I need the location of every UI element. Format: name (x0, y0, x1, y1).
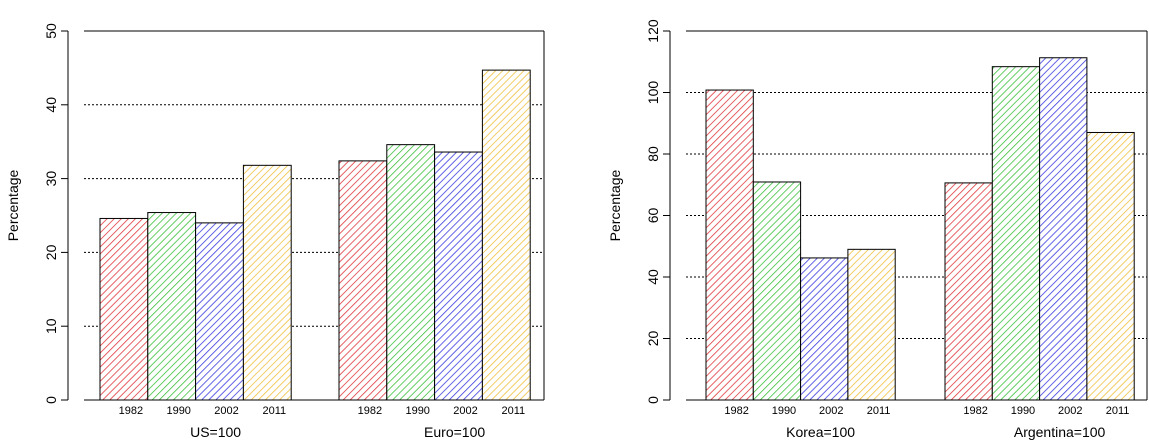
y-tick-label: 40 (43, 97, 59, 113)
y-tick-label: 60 (645, 208, 661, 224)
bar-1982-US=100 (99, 217, 149, 401)
bar-1982-Argentina=100 (944, 182, 993, 401)
category-label: 1990 (166, 405, 190, 417)
category-label: 1990 (405, 405, 429, 417)
category-label: 2011 (262, 405, 286, 417)
category-label: 1982 (963, 405, 987, 417)
y-tick-label: 30 (43, 171, 59, 187)
category-label: 1990 (772, 405, 796, 417)
category-label: 2011 (1106, 405, 1130, 417)
group-label: Argentina=100 (1014, 424, 1106, 440)
category-label: 2002 (453, 405, 477, 417)
bar-1990-Euro=100 (386, 144, 436, 401)
bar-2011-Euro=100 (481, 69, 531, 401)
bar-2002-US=100 (195, 222, 244, 401)
y-axis-title: Percentage (5, 169, 21, 241)
category-label: 1982 (358, 405, 382, 417)
bar-1990-US=100 (147, 212, 197, 401)
y-axis-title: Percentage (607, 169, 623, 241)
y-tick-label: 10 (43, 318, 59, 334)
bar-2011-Korea=100 (847, 248, 896, 401)
y-tick-label: 80 (645, 146, 661, 162)
category-label: 2002 (819, 405, 843, 417)
y-tick-label: 20 (645, 331, 661, 347)
y-tick-label: 40 (645, 269, 661, 285)
y-tick-label: 50 (43, 23, 59, 39)
bar-1982-Euro=100 (338, 160, 388, 401)
bar-1990-Korea=100 (752, 181, 802, 401)
chart-panel-right: 0 20 40 60 80 100 120 Percentage 1982 1990 2002 201… (607, 19, 1148, 440)
category-label: 2011 (867, 405, 891, 417)
group-label: Euro=100 (424, 424, 485, 440)
y-tick-label: 0 (645, 396, 661, 404)
bar-2011-US=100 (242, 164, 292, 401)
category-label: 1982 (119, 405, 143, 417)
category-label: 2002 (1058, 405, 1082, 417)
bar-2011-Argentina=100 (1086, 131, 1135, 401)
category-label: 2002 (214, 405, 238, 417)
bar-2002-Euro=100 (434, 151, 483, 401)
group-label: Korea=100 (786, 424, 855, 440)
category-label: 1990 (1011, 405, 1035, 417)
y-tick-label: 20 (43, 244, 59, 260)
y-tick-label: 100 (645, 81, 661, 105)
bar-2002-Korea=100 (800, 257, 849, 401)
y-tick-label: 120 (645, 19, 661, 43)
category-label: 1982 (724, 405, 748, 417)
category-label: 2011 (501, 405, 525, 417)
bar-2002-Argentina=100 (1039, 57, 1088, 401)
bar-1990-Argentina=100 (991, 66, 1041, 401)
bar-1982-Korea=100 (705, 89, 754, 401)
group-label: US=100 (190, 424, 241, 440)
chart-panel-left: 0 10 20 30 40 50 Percentage 1982 1990 2002 2011 US=… (5, 23, 545, 440)
y-tick-label: 0 (43, 396, 59, 404)
